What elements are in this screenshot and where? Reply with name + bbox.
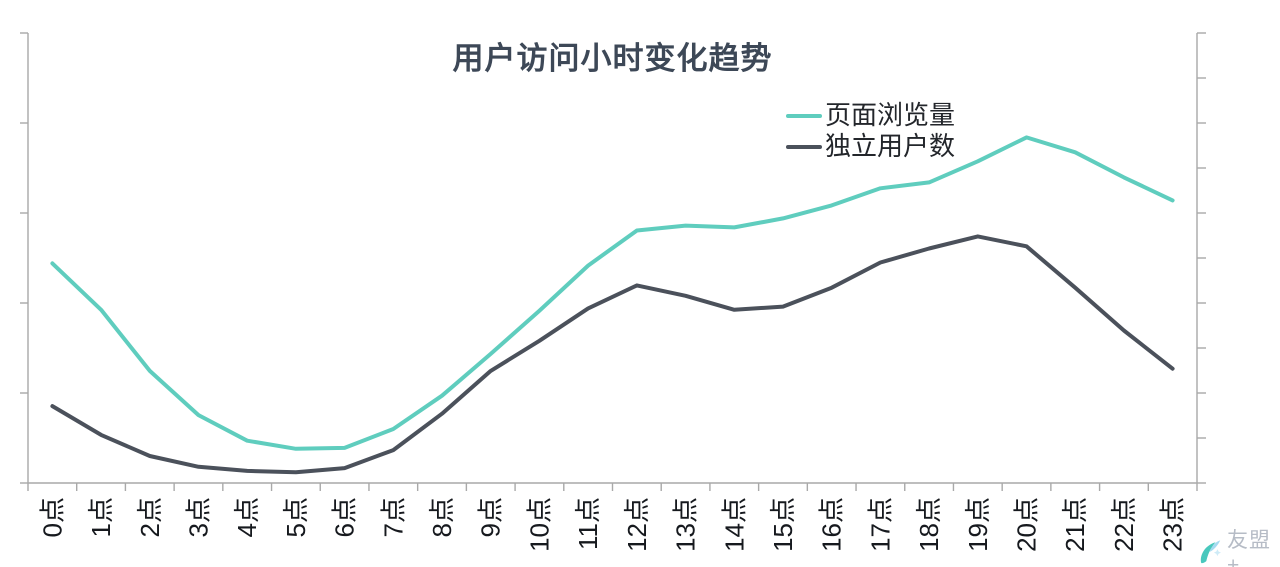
unique-users-line-swatch [786,144,822,149]
x-axis-label: 21点 [1060,497,1090,552]
x-axis-label: 2点 [135,497,165,537]
legend-label-pageviews: 页面浏览量 [825,100,956,130]
chart-legend: 页面浏览量 独立用户数 [786,101,955,161]
x-axis-label: 16点 [817,497,847,552]
x-axis-label: 12点 [622,497,652,552]
legend-label-unique-users: 独立用户数 [825,131,956,161]
x-axis-label: 18点 [914,497,944,552]
chart-title: 用户访问小时变化趋势 [452,41,773,76]
x-axis-label: 13点 [671,497,701,552]
x-axis-label: 1点 [86,497,116,537]
x-axis-label: 0点 [37,497,67,537]
x-axis-label: 20点 [1012,497,1042,552]
pageviews-line-swatch [786,113,822,118]
x-axis-label: 9点 [476,497,506,537]
x-axis-label: 8点 [427,497,457,537]
x-axis-label: 15点 [768,497,798,552]
umeng-watermark-text: 友盟+ [1227,529,1272,567]
x-axis-label: 22点 [1109,497,1139,552]
legend-item-unique-users: 独立用户数 [786,132,955,161]
x-axis-label: 3点 [183,497,213,537]
x-axis-label: 17点 [865,497,895,552]
x-axis-label: 11点 [573,497,603,550]
pageviews-line [50,135,1175,451]
x-axis-label: 7点 [378,497,408,537]
x-axis-label: 10点 [524,497,554,552]
unique-users-line [50,234,1175,475]
x-axis-label: 14点 [719,497,749,552]
x-axis-label: 4点 [232,497,262,537]
x-axis-label: 6点 [330,497,360,537]
x-axis-label: 19点 [963,497,993,552]
x-axis-label: 5点 [281,497,311,537]
x-axis-label: 23点 [1158,497,1188,552]
umeng-feather-icon [1200,540,1221,564]
umeng-watermark: 友盟+ [1198,524,1280,567]
legend-item-pageviews: 页面浏览量 [786,101,955,130]
